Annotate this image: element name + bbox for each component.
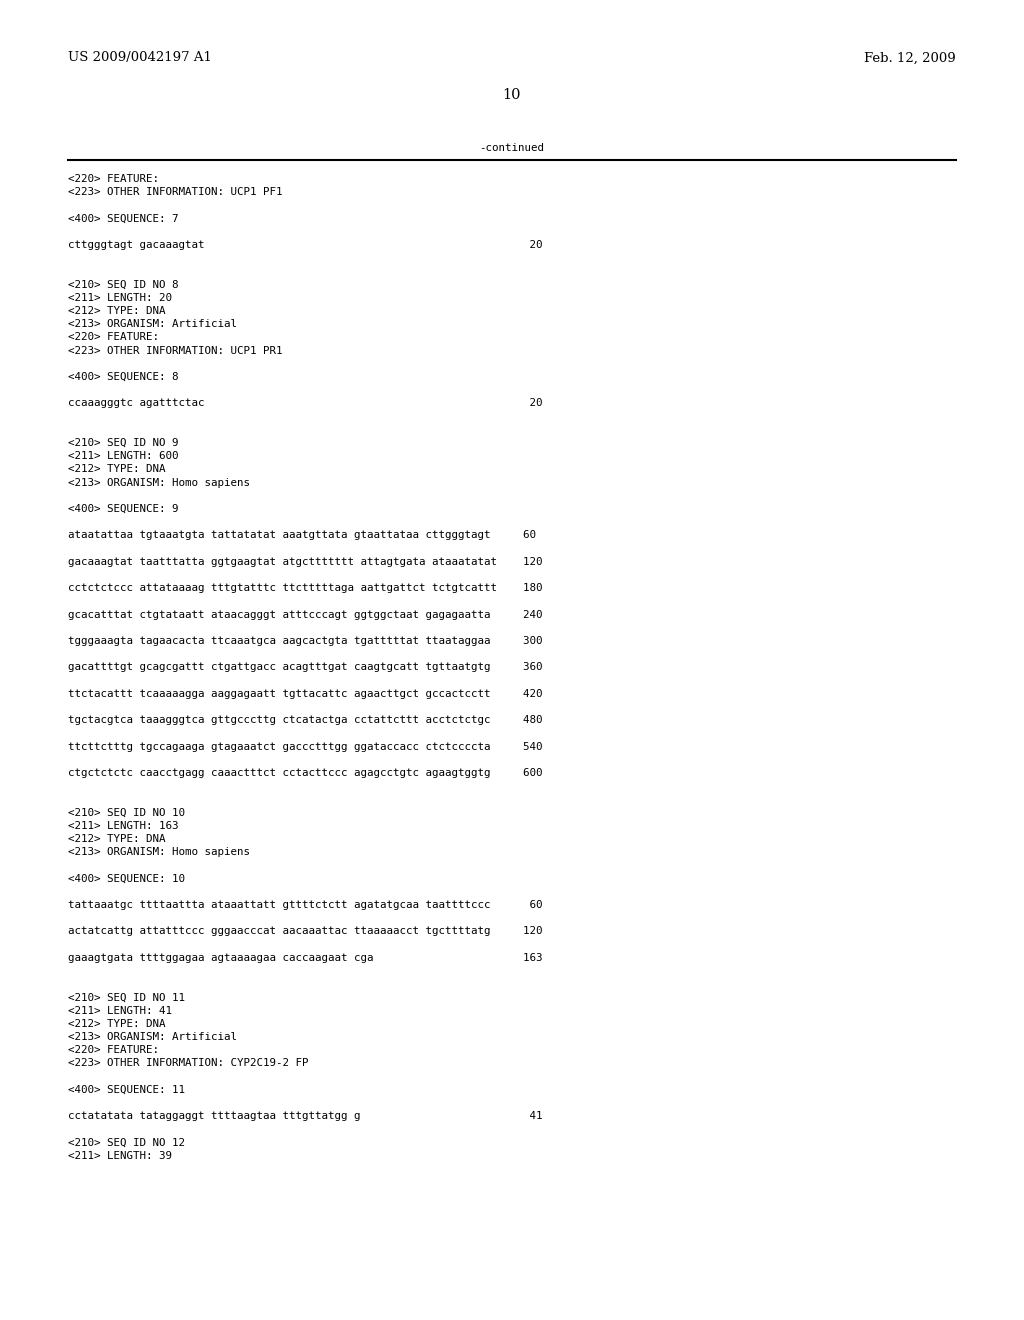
- Text: ccaaagggtc agatttctac                                                  20: ccaaagggtc agatttctac 20: [68, 399, 543, 408]
- Text: <223> OTHER INFORMATION: UCP1 PF1: <223> OTHER INFORMATION: UCP1 PF1: [68, 187, 283, 197]
- Text: <210> SEQ ID NO 8: <210> SEQ ID NO 8: [68, 280, 178, 289]
- Text: <213> ORGANISM: Artificial: <213> ORGANISM: Artificial: [68, 319, 237, 329]
- Text: <223> OTHER INFORMATION: UCP1 PR1: <223> OTHER INFORMATION: UCP1 PR1: [68, 346, 283, 355]
- Text: <211> LENGTH: 41: <211> LENGTH: 41: [68, 1006, 172, 1015]
- Text: <210> SEQ ID NO 9: <210> SEQ ID NO 9: [68, 438, 178, 447]
- Text: <220> FEATURE:: <220> FEATURE:: [68, 174, 159, 183]
- Text: <220> FEATURE:: <220> FEATURE:: [68, 1045, 159, 1055]
- Text: ataatattaa tgtaaatgta tattatatat aaatgttata gtaattataa cttgggtagt     60: ataatattaa tgtaaatgta tattatatat aaatgtt…: [68, 531, 536, 540]
- Text: <212> TYPE: DNA: <212> TYPE: DNA: [68, 465, 166, 474]
- Text: <211> LENGTH: 600: <211> LENGTH: 600: [68, 451, 178, 461]
- Text: <210> SEQ ID NO 10: <210> SEQ ID NO 10: [68, 808, 185, 817]
- Text: tgctacgtca taaagggtca gttgcccttg ctcatactga cctattcttt acctctctgc     480: tgctacgtca taaagggtca gttgcccttg ctcatac…: [68, 715, 543, 725]
- Text: <400> SEQUENCE: 9: <400> SEQUENCE: 9: [68, 504, 178, 513]
- Text: -continued: -continued: [479, 143, 545, 153]
- Text: tgggaaagta tagaacacta ttcaaatgca aagcactgta tgatttttat ttaataggaa     300: tgggaaagta tagaacacta ttcaaatgca aagcact…: [68, 636, 543, 645]
- Text: <210> SEQ ID NO 11: <210> SEQ ID NO 11: [68, 993, 185, 1002]
- Text: <211> LENGTH: 20: <211> LENGTH: 20: [68, 293, 172, 302]
- Text: <212> TYPE: DNA: <212> TYPE: DNA: [68, 1019, 166, 1028]
- Text: <210> SEQ ID NO 12: <210> SEQ ID NO 12: [68, 1138, 185, 1147]
- Text: <213> ORGANISM: Homo sapiens: <213> ORGANISM: Homo sapiens: [68, 847, 250, 857]
- Text: <400> SEQUENCE: 11: <400> SEQUENCE: 11: [68, 1085, 185, 1094]
- Text: <212> TYPE: DNA: <212> TYPE: DNA: [68, 834, 166, 843]
- Text: <400> SEQUENCE: 8: <400> SEQUENCE: 8: [68, 372, 178, 381]
- Text: gaaagtgata ttttggagaa agtaaaagaa caccaagaat cga                       163: gaaagtgata ttttggagaa agtaaaagaa caccaag…: [68, 953, 543, 962]
- Text: tattaaatgc ttttaattta ataaattatt gttttctctt agatatgcaa taattttccc      60: tattaaatgc ttttaattta ataaattatt gttttct…: [68, 900, 543, 909]
- Text: cctatatata tataggaggt ttttaagtaa tttgttatgg g                          41: cctatatata tataggaggt ttttaagtaa tttgtta…: [68, 1111, 543, 1121]
- Text: <400> SEQUENCE: 10: <400> SEQUENCE: 10: [68, 874, 185, 883]
- Text: US 2009/0042197 A1: US 2009/0042197 A1: [68, 51, 212, 65]
- Text: Feb. 12, 2009: Feb. 12, 2009: [864, 51, 956, 65]
- Text: gacaaagtat taatttatta ggtgaagtat atgcttttttt attagtgata ataaatatat    120: gacaaagtat taatttatta ggtgaagtat atgcttt…: [68, 557, 543, 566]
- Text: <220> FEATURE:: <220> FEATURE:: [68, 333, 159, 342]
- Text: <223> OTHER INFORMATION: CYP2C19-2 FP: <223> OTHER INFORMATION: CYP2C19-2 FP: [68, 1059, 308, 1068]
- Text: <212> TYPE: DNA: <212> TYPE: DNA: [68, 306, 166, 315]
- Text: <211> LENGTH: 163: <211> LENGTH: 163: [68, 821, 178, 830]
- Text: ttctacattt tcaaaaagga aaggagaatt tgttacattc agaacttgct gccactcctt     420: ttctacattt tcaaaaagga aaggagaatt tgttaca…: [68, 689, 543, 698]
- Text: <213> ORGANISM: Artificial: <213> ORGANISM: Artificial: [68, 1032, 237, 1041]
- Text: ctgctctctc caacctgagg caaactttct cctacttccc agagcctgtc agaagtggtg     600: ctgctctctc caacctgagg caaactttct cctactt…: [68, 768, 543, 777]
- Text: 10: 10: [503, 88, 521, 102]
- Text: gacattttgt gcagcgattt ctgattgacc acagtttgat caagtgcatt tgttaatgtg     360: gacattttgt gcagcgattt ctgattgacc acagttt…: [68, 663, 543, 672]
- Text: cctctctccc attataaaag tttgtatttc ttctttttaga aattgattct tctgtcattt    180: cctctctccc attataaaag tttgtatttc ttctttt…: [68, 583, 543, 593]
- Text: actatcattg attatttccc gggaacccat aacaaattac ttaaaaacct tgcttttatg     120: actatcattg attatttccc gggaacccat aacaaat…: [68, 927, 543, 936]
- Text: gcacatttat ctgtataatt ataacagggt atttcccagt ggtggctaat gagagaatta     240: gcacatttat ctgtataatt ataacagggt atttccc…: [68, 610, 543, 619]
- Text: cttgggtagt gacaaagtat                                                  20: cttgggtagt gacaaagtat 20: [68, 240, 543, 249]
- Text: <400> SEQUENCE: 7: <400> SEQUENCE: 7: [68, 214, 178, 223]
- Text: ttcttctttg tgccagaaga gtagaaatct gaccctttgg ggataccacc ctctccccta     540: ttcttctttg tgccagaaga gtagaaatct gaccctt…: [68, 742, 543, 751]
- Text: <211> LENGTH: 39: <211> LENGTH: 39: [68, 1151, 172, 1160]
- Text: <213> ORGANISM: Homo sapiens: <213> ORGANISM: Homo sapiens: [68, 478, 250, 487]
